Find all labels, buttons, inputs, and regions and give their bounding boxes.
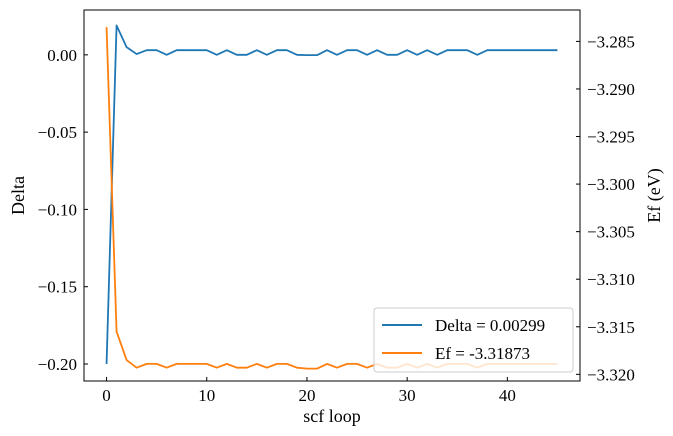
x-axis-label: scf loop	[303, 406, 361, 426]
axes-ticks: 0 10 20 30 40 0.00 −0.05 −0.10 −0.15 −0.20 −3.285 −…	[38, 32, 635, 405]
y2-axis-label: Ef (eV)	[644, 168, 665, 222]
legend-label-delta: Delta = 0.00299	[435, 316, 545, 335]
y2-tick-label: −3.320	[587, 365, 635, 384]
x-tick-label: 40	[499, 386, 516, 405]
y2-tick-label: −3.290	[587, 80, 635, 99]
x-tick-label: 0	[102, 386, 111, 405]
y-tick-label: −0.05	[38, 123, 77, 142]
y-tick-label: −0.20	[38, 355, 77, 374]
plot-frame	[83, 9, 581, 382]
y2-tick-label: −3.300	[587, 175, 635, 194]
x-tick-label: 10	[198, 386, 215, 405]
legend-box	[373, 307, 574, 373]
x-tick-label: 30	[399, 386, 416, 405]
y-tick-label: 0.00	[47, 46, 77, 65]
y2-tick-label: −3.285	[587, 32, 635, 51]
y2-tick-label: −3.310	[587, 270, 635, 289]
y-tick-label: −0.15	[38, 278, 77, 297]
legend-label-ef: Ef = -3.31873	[435, 344, 530, 363]
y-tick-label: −0.10	[38, 200, 77, 219]
series-line-delta	[105, 24, 558, 365]
y-axis-label: Delta	[8, 176, 28, 215]
y2-tick-label: −3.315	[587, 318, 635, 337]
x-tick-label: 20	[298, 386, 315, 405]
y2-tick-label: −3.305	[587, 223, 635, 242]
legend: Delta = 0.00299 Ef = -3.31873	[373, 307, 574, 373]
y2-tick-label: −3.295	[587, 128, 635, 147]
